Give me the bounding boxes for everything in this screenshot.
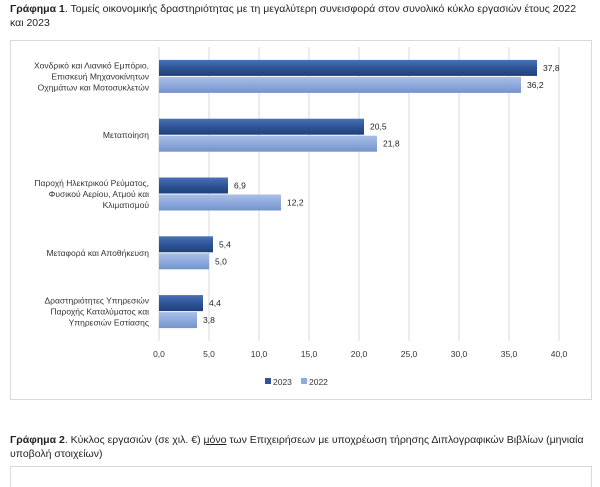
- x-tick-label: 20,0: [351, 349, 368, 359]
- legend-swatch-2023: [265, 378, 271, 384]
- bar-2022: [159, 253, 209, 270]
- legend-label-2022: 2022: [309, 377, 328, 387]
- bar-2022: [159, 76, 521, 93]
- data-label-2023: 20,5: [370, 122, 387, 132]
- legend-label-2023: 2023: [273, 377, 292, 387]
- bar-2023: [159, 177, 228, 194]
- data-label-2022: 21,8: [383, 139, 400, 149]
- data-label-2022: 12,2: [287, 198, 304, 208]
- data-label-2022: 3,8: [203, 315, 215, 325]
- chart-2-caption-underlined: μόνο: [203, 434, 227, 446]
- x-tick-label: 30,0: [451, 349, 468, 359]
- x-tick-label: 5,0: [203, 349, 215, 359]
- chart-1-caption-label: Γράφημα 1: [10, 3, 65, 15]
- data-label-2023: 5,4: [219, 239, 231, 249]
- category-label: Δραστηριότητες Υπηρεσιών Παροχής Καταλύμα…: [44, 296, 149, 328]
- legend-swatch-2022: [301, 378, 307, 384]
- x-tick-label: 35,0: [501, 349, 518, 359]
- x-tick-label: 25,0: [401, 349, 418, 359]
- chart-1-caption-text: . Τομείς οικονομικής δραστηριότητας με τ…: [10, 3, 577, 29]
- data-label-2023: 37,8: [543, 63, 560, 73]
- category-label: Μεταφορά και Αποθήκευση: [47, 248, 150, 258]
- bar-2022: [159, 312, 197, 329]
- category-label: Χονδρικό και Λιανικό Εμπόριο, Επισκευή Μη…: [34, 60, 149, 92]
- chart-2-caption: Γράφημα 2. Κύκλος εργασιών (σε χιλ. €) μ…: [10, 433, 590, 461]
- bar-2023: [159, 236, 213, 253]
- bar-2023: [159, 118, 364, 135]
- x-tick-label: 10,0: [251, 349, 268, 359]
- data-label-2023: 6,9: [234, 181, 246, 191]
- category-label: Μεταποίηση: [103, 130, 149, 140]
- data-label-2022: 36,2: [527, 80, 544, 90]
- chart-2-frame: [10, 466, 592, 487]
- chart-2-caption-text-before: . Κύκλος εργασιών (σε χιλ. €): [64, 434, 204, 446]
- chart-1: 0,0 5,0 10,0 15,0 20,0 25,0 30,0 35,0 40,0 Χονδρι…: [34, 47, 568, 387]
- chart-1-caption: Γράφημα 1. Τομείς οικονομικής δραστηριότ…: [10, 2, 590, 30]
- chart-2-caption-text-after: των Επιχειρήσεων με υποχρέωση τήρησης Δι…: [10, 434, 584, 460]
- chart-1-frame: 0,0 5,0 10,0 15,0 20,0 25,0 30,0 35,0 40,0 Χονδρι…: [10, 40, 592, 400]
- x-tick-label: 0,0: [153, 349, 165, 359]
- x-tick-label: 40,0: [551, 349, 568, 359]
- data-label-2022: 5,0: [215, 256, 227, 266]
- bar-2023: [159, 295, 203, 312]
- chart-2-caption-label: Γράφημα 2: [10, 434, 65, 446]
- x-tick-label: 15,0: [301, 349, 318, 359]
- bar-2023: [159, 59, 537, 76]
- category-label: Παροχή Ηλεκτρικού Ρεύματος, Φυσικού Αερίο…: [34, 178, 149, 210]
- bar-2022: [159, 135, 377, 152]
- data-label-2023: 4,4: [209, 298, 221, 308]
- bar-2022: [159, 194, 281, 211]
